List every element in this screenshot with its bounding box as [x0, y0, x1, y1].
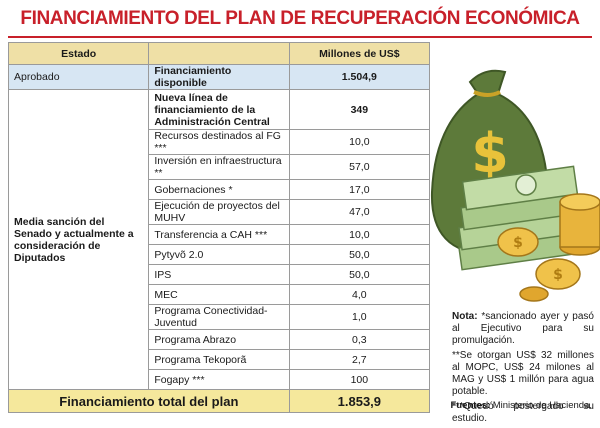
data-row: Ejecución de proyectos del MUHV 47,0	[9, 199, 431, 225]
data-row: Media sanción del Senado y actualmente a…	[7, 89, 431, 390]
value-cell: 349	[288, 89, 431, 130]
label-cell: Recursos destinados al FG ***	[148, 129, 290, 155]
title: FINANCIAMIENTO DEL PLAN DE RECUPERACIÓN …	[20, 8, 580, 29]
money-illustration: $ $ $	[430, 69, 600, 302]
note: ***Quedó postergado su estudio.	[452, 401, 594, 425]
data-row: Programa Tekoporã 2,7	[9, 349, 431, 370]
approved-row: Aprobado Financiamiento disponible 1.504,9	[7, 64, 431, 90]
data-row: Transferencia a CAH *** 10,0	[9, 224, 431, 245]
data-row: Recursos destinados al FG *** 10,0	[9, 129, 431, 155]
note: **Se otorgan US$ 32 millones al MOPC, US…	[452, 350, 594, 398]
value-cell: 17,0	[288, 179, 431, 200]
status-cell: Media sanción del Senado y actualmente a…	[7, 89, 150, 390]
source-label: Fuentes:	[450, 400, 491, 411]
value-cell: 47,0	[288, 199, 431, 225]
table: Estado Millones de US$ Aprobado Financiamie…	[7, 42, 431, 413]
value-cell: 1.504,9	[288, 64, 431, 90]
svg-text:$: $	[471, 122, 509, 185]
label-cell: Programa Conectividad-Juventud	[148, 304, 290, 330]
notes: Nota: *sancionado ayer y pasó al Ejecuti…	[452, 311, 594, 428]
note: Nota: *sancionado ayer y pasó al Ejecuti…	[452, 311, 594, 347]
svg-text:$: $	[553, 267, 563, 283]
title-rule	[8, 36, 592, 38]
value-cell: 50,0	[288, 244, 431, 265]
value-cell: 100	[288, 369, 431, 390]
data-row: Programa Abrazo 0,3	[9, 329, 431, 350]
value-cell: 1,0	[288, 304, 431, 330]
label-cell: Gobernaciones *	[148, 179, 290, 200]
label-cell: Programa Tekoporã	[148, 349, 290, 370]
note-text: ***Quedó postergado su estudio.	[452, 401, 594, 424]
value-cell: 4,0	[288, 284, 431, 305]
label-cell: Transferencia a CAH ***	[148, 224, 290, 245]
label-cell: Fogapy ***	[148, 369, 290, 390]
svg-text:$: $	[513, 235, 523, 251]
header-row: Estado Millones de US$	[7, 42, 431, 65]
data-row: Inversión en infraestructura ** 57,0	[9, 154, 431, 180]
total-label: Financiamiento total del plan	[8, 389, 290, 413]
total-row: Financiamiento total del plan 1.853,9	[8, 389, 431, 413]
label-cell: MEC	[148, 284, 290, 305]
value-cell: 10,0	[288, 224, 431, 245]
status-cell: Aprobado	[7, 64, 150, 90]
data-row: Pytyvõ 2.0 50,0	[9, 244, 431, 265]
label-cell: IPS	[148, 264, 290, 285]
data-row: Programa Conectividad-Juventud 1,0	[9, 304, 431, 330]
data-row: Fogapy *** 100	[9, 369, 431, 390]
note-text: **Se otorgan US$ 32 millones al MOPC, US…	[452, 350, 594, 397]
value-cell: 10,0	[288, 129, 431, 155]
header-cell: Millones de US$	[288, 42, 431, 65]
data-row: MEC 4,0	[9, 284, 431, 305]
label-cell: Programa Abrazo	[148, 329, 290, 350]
total-value: 1.853,9	[288, 389, 431, 413]
label-cell: Pytyvõ 2.0	[148, 244, 290, 265]
value-cell: 50,0	[288, 264, 431, 285]
value-cell: 0,3	[288, 329, 431, 350]
label-cell: Nueva línea de financiamiento de la Admi…	[148, 89, 290, 130]
label-cell: Ejecución de proyectos del MUHV	[148, 199, 290, 225]
source: Fuentes: Ministerio de Hacienda.	[450, 400, 592, 411]
value-cell: 57,0	[288, 154, 431, 180]
label-cell: Financiamiento disponible	[148, 64, 290, 90]
source-text: Ministerio de Hacienda.	[492, 400, 592, 411]
note-lead: Nota:	[452, 311, 478, 322]
note-text: *sancionado ayer y pasó al Ejecutivo par…	[452, 311, 594, 346]
header-cell: Estado	[7, 42, 150, 65]
label-cell: Inversión en infraestructura **	[148, 154, 290, 180]
header-cell	[148, 42, 290, 65]
value-cell: 2,7	[288, 349, 431, 370]
